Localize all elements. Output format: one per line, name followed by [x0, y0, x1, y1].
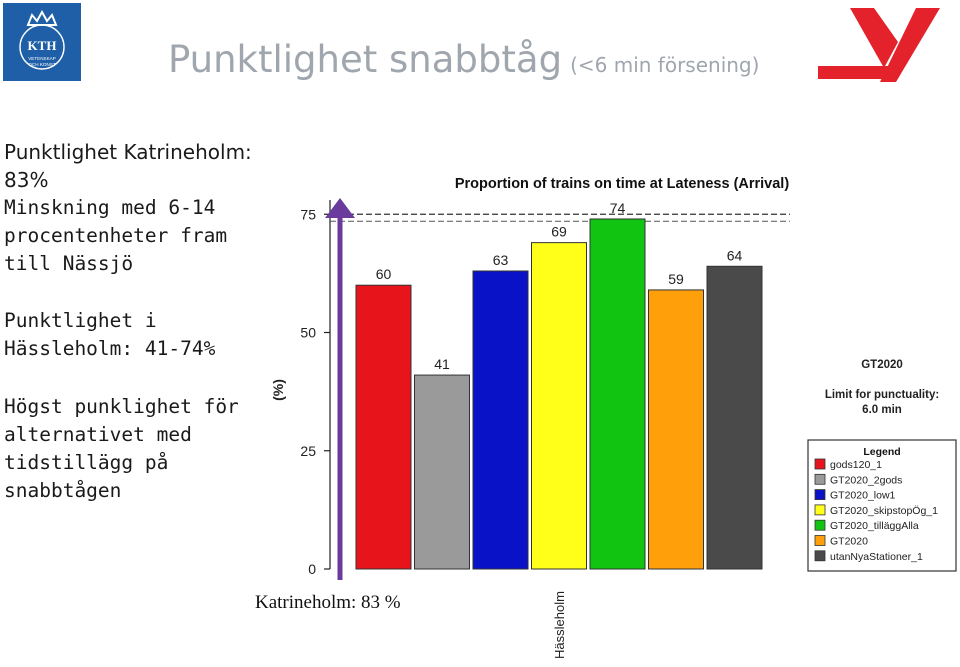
logo-wordmark: KTH	[28, 38, 57, 53]
bar-value-label: 74	[610, 200, 626, 216]
bar-value-label: 63	[493, 252, 509, 268]
legend-swatch	[814, 489, 826, 501]
y-axis: 0 25 50 75	[300, 200, 790, 577]
legend-entry: GT2020_tilläggAlla	[830, 520, 919, 532]
bar	[706, 265, 763, 570]
katrineholm-arrow	[325, 198, 355, 580]
bar-value-label: 60	[376, 266, 392, 282]
kth-logo: KTH VETENSKAP OCH KONST	[3, 3, 81, 81]
legend-entry: GT2020_2gods	[830, 474, 902, 486]
bar-value-label: 69	[551, 224, 567, 240]
legend-swatch	[814, 473, 826, 485]
legend-swatch	[814, 535, 826, 546]
scenario-label: GT2020	[861, 359, 903, 371]
title-subtitle: (<6 min försening)	[570, 53, 760, 77]
legend-swatch	[814, 550, 826, 562]
bar-value-label: 59	[668, 271, 684, 287]
bullet-decrease: Minskning med 6-14 procentenheter fram t…	[4, 196, 228, 275]
legend-entry: utanNyaStationer_1	[830, 551, 923, 563]
bullet-katrineholm: Punktlighet Katrineholm: 83%	[4, 140, 252, 192]
legend-entry: GT2020	[830, 536, 868, 548]
legend-box	[807, 439, 957, 572]
chart-title: Proportion of trains on time at Lateness…	[455, 176, 790, 192]
legend-entry: gods120_1	[830, 459, 882, 471]
y-tick-label: 0	[308, 561, 316, 577]
bar	[472, 270, 529, 570]
y-tick-label: 50	[300, 325, 316, 341]
limit-value: 6.0 min	[862, 404, 902, 416]
legend-swatch	[814, 458, 826, 470]
y-tick-label: 75	[300, 206, 316, 222]
bullet-hassleholm: Punktlighet i Hässleholm: 41-74%	[4, 309, 216, 360]
y-axis-label: (%)	[270, 379, 286, 401]
title-text: Punktlighet snabbtåg	[168, 38, 563, 81]
logo-tagline-1: VETENSKAP	[28, 56, 56, 61]
bar	[589, 218, 646, 570]
legend: Legend gods120_1 GT2020_2gods GT2020_low1 G…	[807, 439, 957, 572]
bar	[355, 284, 412, 570]
arrow-head	[325, 198, 355, 218]
logo-tagline-2: OCH KONST	[28, 62, 56, 67]
x-axis-label: Hässleholm	[552, 591, 567, 659]
legend-title: Legend	[863, 446, 900, 458]
bar	[531, 242, 587, 570]
bullet-highest: Högst punklighet för alternativet med ti…	[4, 395, 239, 502]
limit-label: Limit for punctuality:	[825, 389, 939, 401]
value-labels: 60 41 63 69 74 59 64	[376, 200, 743, 372]
legend-entry: GT2020_low1	[830, 490, 896, 502]
legend-swatch	[814, 519, 826, 531]
bar	[648, 289, 704, 570]
brand-logo	[818, 8, 940, 82]
y-tick-label: 25	[300, 443, 316, 459]
bar-value-label: 41	[434, 356, 450, 372]
legend-swatch	[814, 504, 826, 516]
bar	[414, 374, 470, 570]
bar-value-label: 64	[727, 247, 743, 263]
footnote: Katrineholm: 83 %	[255, 592, 401, 613]
legend-entry: GT2020_skipstopÖg_1	[830, 505, 938, 517]
bars	[355, 218, 763, 570]
slide-title: Punktlighet snabbtåg (<6 min försening)	[168, 38, 759, 81]
